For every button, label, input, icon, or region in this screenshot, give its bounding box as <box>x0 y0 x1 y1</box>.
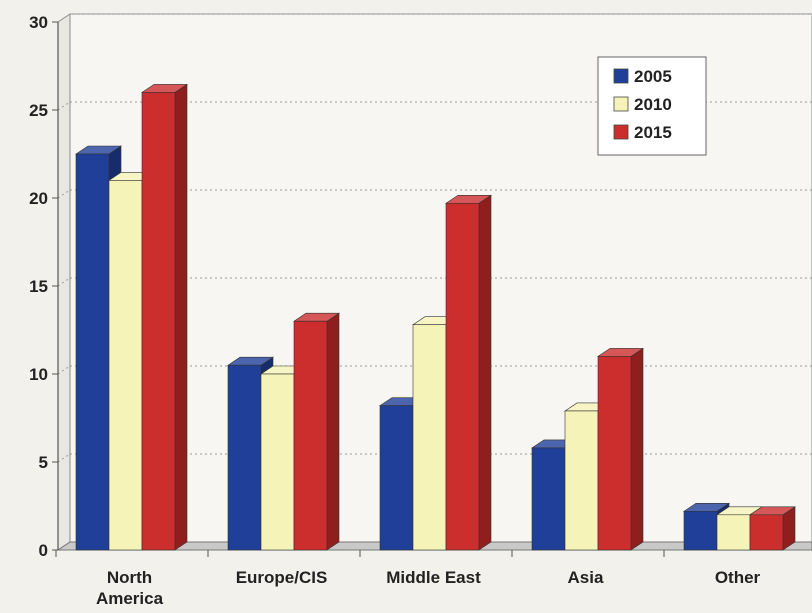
bar-front <box>597 356 632 551</box>
bar-side <box>326 312 340 551</box>
x-category-label: Asia <box>568 568 604 587</box>
bar-front <box>379 405 414 551</box>
bar-front <box>260 373 295 551</box>
legend-swatch-2005 <box>613 68 629 84</box>
y-tick-label: 10 <box>29 365 48 384</box>
x-category-label: North America <box>96 568 164 608</box>
bar-side <box>630 347 644 551</box>
x-category-label: Europe/CIS <box>236 568 328 587</box>
axes: 0 5 10 15 20 25 30 <box>29 13 665 560</box>
y-tick-label: 20 <box>29 189 48 208</box>
legend-label: 2015 <box>634 123 672 142</box>
labels: North America Europe/CIS Middle East Asia Oth… <box>96 568 761 608</box>
bar-2015-2 <box>445 194 492 551</box>
x-category-label-line: Europe/CIS <box>236 568 328 587</box>
bar-side <box>174 83 188 551</box>
legend-swatch-2015 <box>613 124 629 140</box>
bar-front <box>531 447 566 551</box>
bar-front <box>227 364 262 551</box>
y-tick-label: 0 <box>39 541 48 560</box>
bar-front <box>564 410 599 551</box>
side-wall <box>57 13 71 551</box>
bar-front <box>108 180 143 551</box>
bar-2015-4 <box>749 506 796 551</box>
bar-2015-3 <box>597 347 644 551</box>
x-category-label-line: Asia <box>568 568 604 587</box>
x-category-label-line: North <box>107 568 152 587</box>
x-category-label: Middle East <box>386 568 481 587</box>
bar-2015-0 <box>141 83 188 551</box>
bar-front <box>412 324 447 551</box>
legend-label: 2005 <box>634 67 672 86</box>
x-category-label: Other <box>715 568 761 587</box>
bar-front <box>683 510 718 551</box>
bar-front <box>141 92 176 551</box>
bar-side <box>478 194 492 551</box>
x-category-label-line: Other <box>715 568 761 587</box>
bar-2015-1 <box>293 312 340 551</box>
x-category-label-line: Middle East <box>386 568 481 587</box>
bar-front <box>749 514 784 551</box>
y-tick-label: 25 <box>29 101 48 120</box>
y-tick-label: 5 <box>39 453 48 472</box>
bar-front <box>75 153 110 551</box>
bars <box>75 83 796 551</box>
legend-label: 2010 <box>634 95 672 114</box>
legend-swatch-2010 <box>613 96 629 112</box>
y-tick-label: 15 <box>29 277 48 296</box>
y-tick-label: 30 <box>29 13 48 32</box>
bar-front <box>293 320 328 551</box>
x-category-label-line: America <box>96 589 164 608</box>
legend: 2005 2010 2015 <box>597 56 707 156</box>
bar-front <box>716 514 751 551</box>
bar-front <box>445 202 480 551</box>
